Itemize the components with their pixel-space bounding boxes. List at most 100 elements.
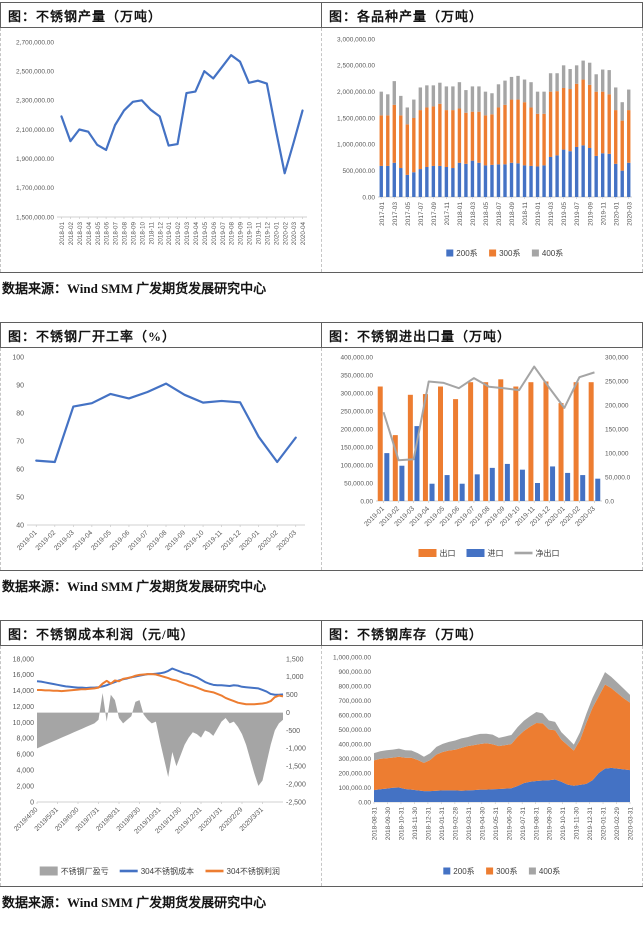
svg-text:2017-01: 2017-01 [379, 202, 386, 226]
svg-text:800,000.00: 800,000.00 [338, 683, 371, 690]
svg-text:40: 40 [16, 522, 24, 529]
inventory-stacked-area-chart: 0.00 100,000.00 200,000.00 300,000.00 400,00… [322, 646, 642, 886]
svg-text:2018-03: 2018-03 [77, 222, 84, 246]
svg-text:600,000.00: 600,000.00 [338, 712, 371, 719]
svg-text:200系: 200系 [456, 248, 477, 258]
svg-text:2019-07-31: 2019-07-31 [520, 807, 527, 841]
svg-text:2018-06: 2018-06 [104, 222, 111, 246]
svg-text:0: 0 [30, 799, 34, 806]
svg-text:2019-04-30: 2019-04-30 [479, 807, 486, 841]
chart-title-inventory: 图：不锈钢库存（万吨） [321, 620, 643, 646]
svg-text:70: 70 [16, 438, 24, 445]
svg-text:2,500,000.00: 2,500,000.00 [16, 68, 54, 75]
svg-text:2020-03: 2020-03 [276, 529, 299, 552]
chart-title-import-export: 图：不锈钢进出口量（万吨） [321, 322, 643, 348]
svg-text:0.0: 0.0 [605, 498, 614, 505]
title-row: 图：不锈钢厂开工率（%） 图：不锈钢进出口量（万吨） [0, 322, 643, 348]
svg-text:不锈钢厂盈亏: 不锈钢厂盈亏 [61, 866, 109, 876]
chart-table-1: 图：不锈钢产量（万吨） 图：各品种产量（万吨） 1,500,000.00 1,70… [0, 2, 643, 273]
svg-text:2019-05-31: 2019-05-31 [493, 807, 500, 841]
svg-text:1,700,000.00: 1,700,000.00 [16, 185, 54, 192]
svg-text:2020-03-31: 2020-03-31 [628, 807, 635, 841]
svg-text:-1,500: -1,500 [286, 764, 306, 771]
svg-text:100,000.00: 100,000.00 [338, 785, 371, 792]
data-source-note: 数据来源：Wind SMM 广发期货发展研究中心 [2, 579, 267, 594]
svg-text:2019-11-30: 2019-11-30 [574, 807, 581, 840]
svg-text:80: 80 [16, 410, 24, 417]
svg-text:2020-03: 2020-03 [291, 222, 298, 246]
svg-text:2018-10-31: 2018-10-31 [399, 807, 406, 841]
svg-text:2019-01: 2019-01 [166, 222, 173, 246]
svg-text:2020-01: 2020-01 [613, 202, 620, 226]
svg-text:200系: 200系 [453, 866, 474, 876]
svg-text:900,000.00: 900,000.00 [338, 669, 371, 676]
svg-text:2018-11: 2018-11 [522, 202, 529, 226]
svg-text:2018-09: 2018-09 [130, 222, 137, 246]
svg-text:2018-02: 2018-02 [68, 222, 75, 246]
svg-text:16,000: 16,000 [13, 672, 35, 679]
chart-row: 0 2,000 4,000 6,000 8,000 10,000 12,000 14,000 1… [0, 645, 643, 887]
chart-title-by-grade: 图：各品种产量（万吨） [321, 2, 643, 28]
svg-text:150,000: 150,000 [605, 426, 629, 433]
svg-text:50,000.0: 50,000.0 [605, 474, 631, 481]
svg-text:-500: -500 [286, 728, 300, 735]
svg-text:0.00: 0.00 [358, 799, 371, 806]
svg-text:250,000.00: 250,000.00 [340, 408, 373, 415]
data-source-note: 数据来源：Wind SMM 广发期货发展研究中心 [2, 895, 267, 910]
svg-text:2019-10: 2019-10 [247, 222, 254, 246]
svg-text:2018-01: 2018-01 [59, 222, 66, 246]
svg-text:2,100,000.00: 2,100,000.00 [16, 127, 54, 134]
svg-text:2019-06: 2019-06 [211, 222, 218, 246]
svg-text:2018-09: 2018-09 [509, 202, 516, 226]
import-export-combo-chart: 0.00 50,000.00 100,000.00 150,000.00 200,000… [322, 348, 642, 570]
svg-text:1,000,000.00: 1,000,000.00 [337, 142, 375, 149]
svg-text:500,000.00: 500,000.00 [338, 727, 371, 734]
svg-text:2019-05: 2019-05 [561, 202, 568, 226]
report-page: { "page": { "source_note": "数据来源：Wind SM… [0, 0, 643, 911]
svg-text:400,000.00: 400,000.00 [340, 354, 373, 361]
svg-text:1,900,000.00: 1,900,000.00 [16, 156, 54, 163]
svg-text:18,000: 18,000 [13, 656, 35, 663]
svg-text:2019-11: 2019-11 [600, 202, 607, 226]
chart-table-2: 图：不锈钢厂开工率（%） 图：不锈钢进出口量（万吨） 40 50 60 70 80 90 1… [0, 322, 643, 571]
svg-text:2019-03-31: 2019-03-31 [466, 807, 473, 841]
svg-text:300系: 300系 [496, 866, 517, 876]
svg-text:2018-12: 2018-12 [157, 222, 164, 246]
svg-text:2019-03: 2019-03 [184, 222, 191, 246]
svg-text:2020-01-31: 2020-01-31 [601, 807, 608, 841]
svg-text:200,000.00: 200,000.00 [340, 426, 373, 433]
svg-text:400系: 400系 [542, 248, 563, 258]
svg-text:2018-05: 2018-05 [483, 202, 490, 226]
svg-text:250,000: 250,000 [605, 378, 629, 385]
svg-text:150,000.00: 150,000.00 [340, 444, 373, 451]
svg-text:2018-01: 2018-01 [457, 202, 464, 226]
svg-text:200,000: 200,000 [605, 402, 629, 409]
svg-text:8,000: 8,000 [16, 736, 34, 743]
svg-text:100: 100 [12, 354, 24, 361]
svg-text:2020-02-29: 2020-02-29 [614, 807, 621, 841]
svg-text:出口: 出口 [440, 548, 456, 558]
svg-text:2019-09: 2019-09 [587, 202, 594, 226]
svg-text:1,000,000.00: 1,000,000.00 [333, 654, 371, 661]
svg-text:2018-04: 2018-04 [86, 222, 93, 246]
svg-text:2,700,000.00: 2,700,000.00 [16, 39, 54, 46]
svg-text:2017-09: 2017-09 [431, 202, 438, 226]
chart-title-cost-profit: 图：不锈钢成本利润（元/吨） [0, 620, 322, 646]
svg-text:2018-05: 2018-05 [95, 222, 102, 246]
svg-text:300,000: 300,000 [605, 354, 629, 361]
svg-text:50,000.00: 50,000.00 [344, 480, 373, 487]
cost-profit-area-line-chart: 0 2,000 4,000 6,000 8,000 10,000 12,000 14,000 1… [1, 646, 321, 886]
svg-text:2018-07: 2018-07 [113, 222, 120, 246]
svg-text:-1,000: -1,000 [286, 746, 306, 753]
svg-text:2018-11: 2018-11 [148, 222, 155, 245]
svg-text:2017-07: 2017-07 [418, 202, 425, 226]
svg-text:2019-09-30: 2019-09-30 [547, 807, 554, 841]
svg-text:2019-03: 2019-03 [548, 202, 555, 226]
svg-text:2019-04: 2019-04 [193, 222, 200, 246]
svg-text:2018-11-30: 2018-11-30 [412, 807, 419, 840]
svg-text:60: 60 [16, 466, 24, 473]
svg-text:2018-07: 2018-07 [496, 202, 503, 226]
svg-text:10,000: 10,000 [13, 720, 35, 727]
svg-text:500: 500 [286, 692, 298, 699]
svg-text:2020-04: 2020-04 [300, 222, 307, 246]
